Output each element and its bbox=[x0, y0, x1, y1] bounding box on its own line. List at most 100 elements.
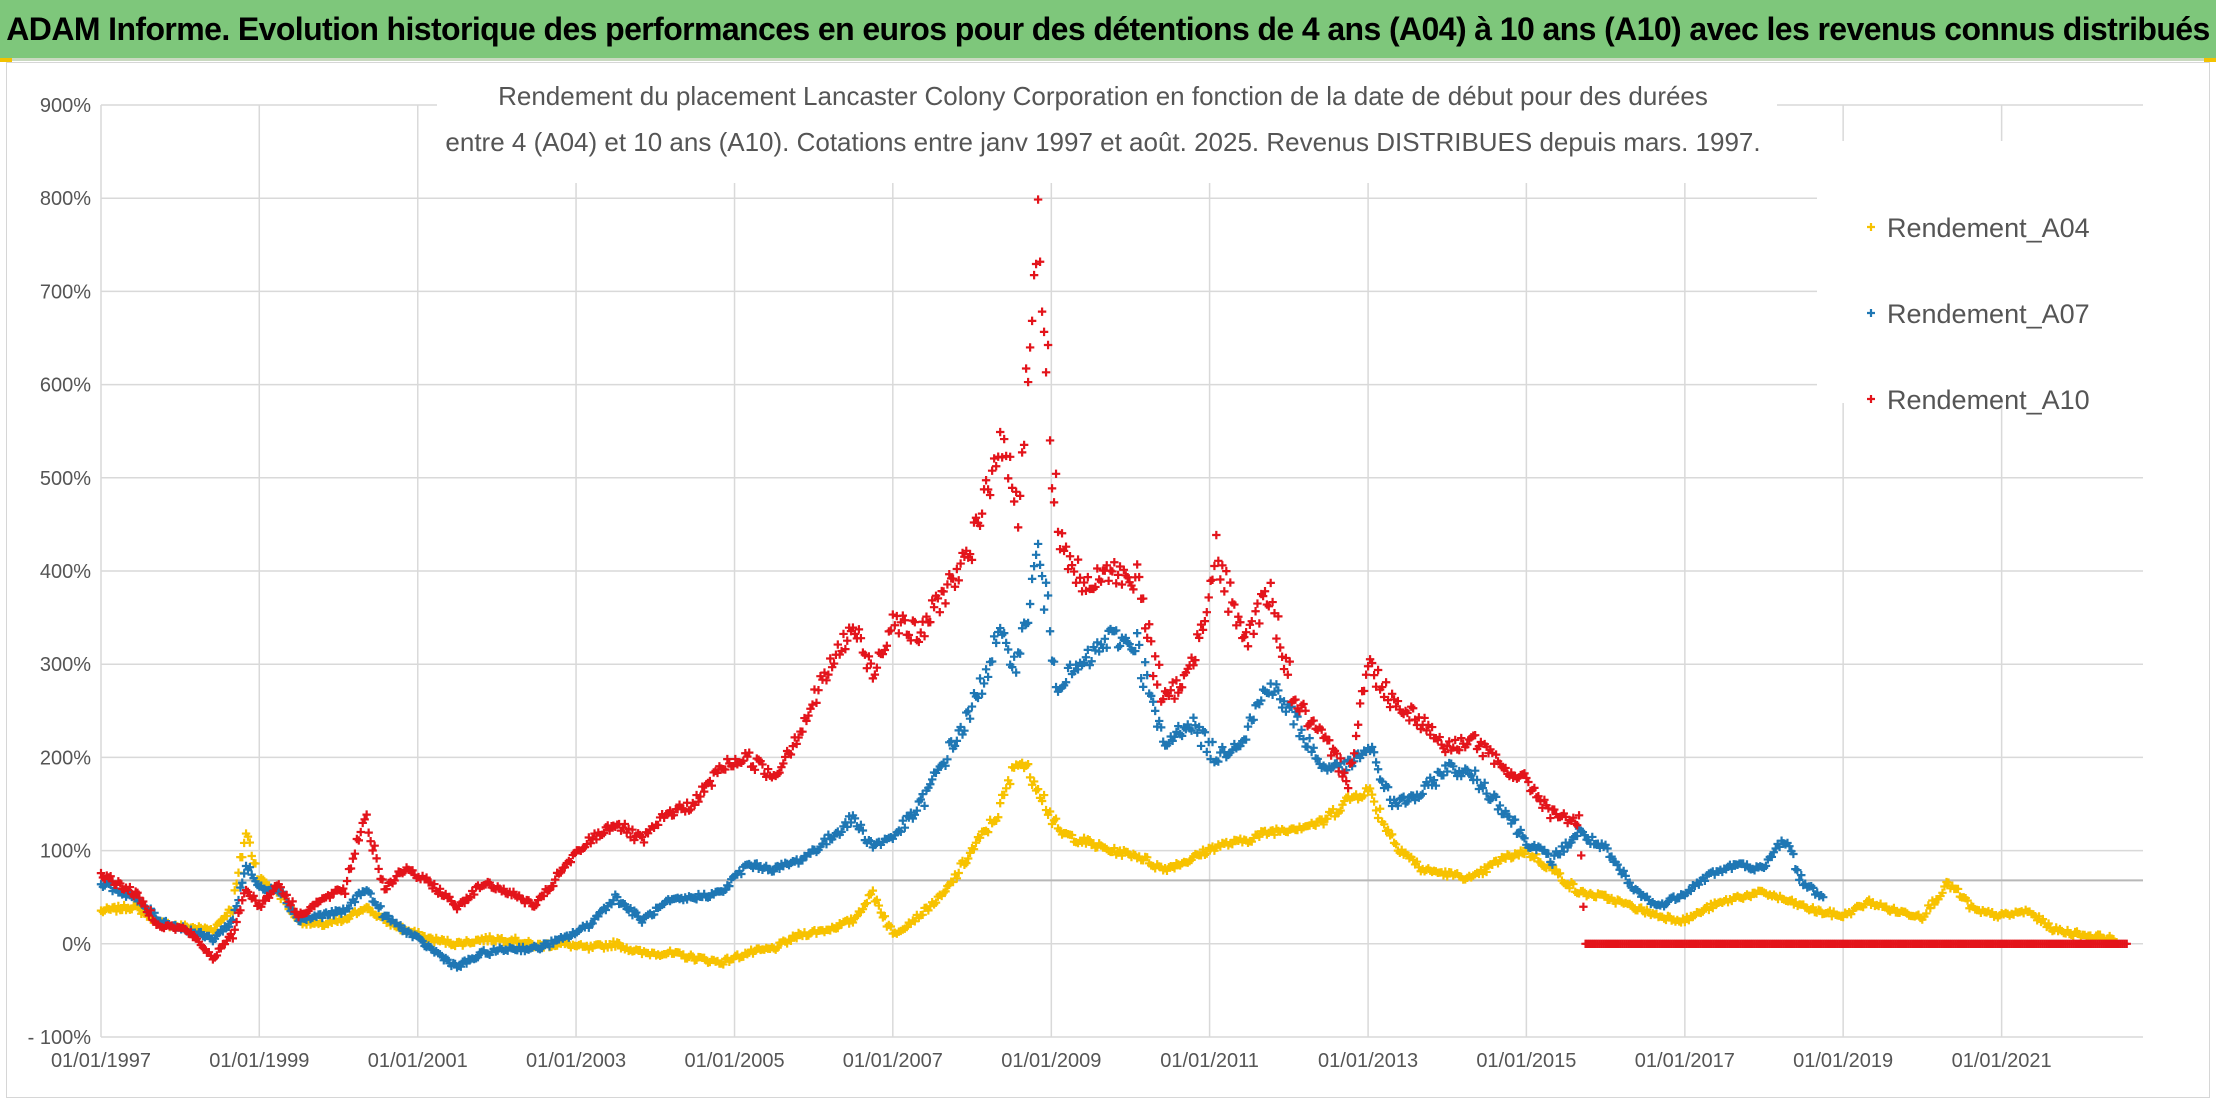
data-point bbox=[1091, 582, 1100, 592]
data-point bbox=[965, 714, 975, 723]
data-point bbox=[1159, 694, 1168, 704]
data-point bbox=[1075, 573, 1085, 582]
data-point bbox=[779, 759, 788, 768]
corner-accent-right bbox=[2204, 58, 2216, 62]
data-point bbox=[1247, 616, 1256, 626]
data-point bbox=[1041, 368, 1051, 377]
data-point bbox=[1258, 591, 1268, 601]
data-point bbox=[1150, 706, 1160, 716]
data-point bbox=[699, 787, 709, 796]
data-point bbox=[920, 632, 929, 641]
data-point bbox=[864, 652, 874, 661]
data-point bbox=[1017, 448, 1027, 457]
data-point bbox=[1154, 716, 1164, 726]
y-tick-label: 300% bbox=[40, 654, 91, 676]
data-point bbox=[1530, 840, 1539, 850]
data-point bbox=[1789, 849, 1798, 859]
data-point bbox=[1342, 776, 1351, 786]
legend-label: Rendement_A07 bbox=[1887, 299, 2090, 329]
data-point bbox=[1387, 830, 1397, 839]
data-point bbox=[96, 868, 106, 878]
data-point bbox=[1174, 721, 1183, 731]
data-point bbox=[918, 910, 927, 919]
data-point bbox=[251, 896, 260, 905]
data-point bbox=[1373, 665, 1383, 675]
data-point bbox=[1555, 869, 1565, 878]
data-point bbox=[1061, 678, 1071, 687]
x-tick-label: 01/01/1997 bbox=[51, 1050, 151, 1072]
data-point bbox=[1198, 625, 1208, 635]
data-point bbox=[1412, 857, 1422, 866]
data-point bbox=[1015, 649, 1025, 658]
data-point bbox=[1003, 474, 1013, 483]
data-point bbox=[537, 943, 547, 953]
data-point bbox=[1353, 720, 1363, 729]
data-point bbox=[630, 835, 639, 845]
data-point bbox=[1377, 682, 1387, 692]
y-tick-label: 700% bbox=[40, 281, 91, 303]
data-point bbox=[1065, 552, 1075, 561]
data-point bbox=[374, 864, 383, 874]
data-point bbox=[971, 513, 981, 522]
data-point bbox=[852, 911, 862, 921]
data-point bbox=[592, 835, 601, 844]
data-point bbox=[230, 925, 239, 934]
data-point bbox=[975, 833, 985, 843]
data-point bbox=[133, 888, 142, 897]
data-point bbox=[1482, 867, 1491, 877]
chart-title-line: Rendement du placement Lancaster Colony … bbox=[498, 81, 1708, 111]
data-point bbox=[1057, 529, 1067, 538]
data-point bbox=[1037, 307, 1047, 316]
data-point bbox=[769, 867, 778, 876]
data-point bbox=[1177, 683, 1187, 692]
data-point bbox=[1727, 864, 1737, 874]
data-point bbox=[872, 895, 882, 905]
data-point bbox=[1210, 561, 1219, 571]
data-point bbox=[950, 741, 960, 751]
data-point bbox=[1478, 783, 1487, 793]
data-point bbox=[975, 521, 985, 530]
data-point bbox=[1170, 732, 1179, 742]
data-point bbox=[282, 890, 291, 900]
data-point bbox=[737, 869, 746, 879]
data-point bbox=[1785, 842, 1794, 851]
data-point bbox=[1191, 655, 1200, 665]
data-point bbox=[599, 828, 609, 838]
data-point bbox=[993, 813, 1003, 822]
data-point bbox=[1319, 820, 1328, 829]
data-point bbox=[499, 884, 508, 894]
data-point bbox=[1226, 578, 1235, 587]
data-point bbox=[368, 846, 377, 855]
data-point bbox=[1083, 572, 1093, 582]
data-point bbox=[566, 857, 576, 867]
data-point bbox=[144, 911, 154, 920]
x-tick-label: 01/01/2011 bbox=[1160, 1050, 1259, 1072]
data-point bbox=[329, 911, 338, 920]
data-point bbox=[975, 674, 985, 683]
data-point bbox=[1172, 676, 1181, 685]
data-point bbox=[1429, 775, 1439, 785]
data-point bbox=[1241, 735, 1251, 744]
data-point bbox=[977, 509, 987, 518]
data-point bbox=[1422, 726, 1431, 735]
data-point bbox=[1272, 680, 1281, 689]
x-tick-label: 01/01/2005 bbox=[684, 1050, 784, 1072]
data-point bbox=[894, 629, 904, 638]
x-tick-label: 01/01/2013 bbox=[1318, 1050, 1418, 1072]
data-point bbox=[318, 913, 327, 923]
data-point bbox=[247, 851, 256, 861]
x-tick-label: 01/01/2017 bbox=[1635, 1050, 1735, 1072]
data-point bbox=[1336, 754, 1345, 763]
data-point bbox=[1299, 699, 1308, 709]
data-point bbox=[1156, 723, 1166, 732]
data-point bbox=[1025, 773, 1035, 782]
data-point bbox=[1112, 579, 1121, 588]
data-point bbox=[837, 827, 846, 837]
data-point bbox=[485, 878, 494, 887]
data-point bbox=[822, 676, 831, 685]
data-point bbox=[1015, 491, 1025, 501]
data-point bbox=[288, 897, 297, 906]
data-point bbox=[1793, 865, 1802, 875]
data-point bbox=[1569, 813, 1578, 822]
data-point bbox=[1797, 870, 1806, 880]
